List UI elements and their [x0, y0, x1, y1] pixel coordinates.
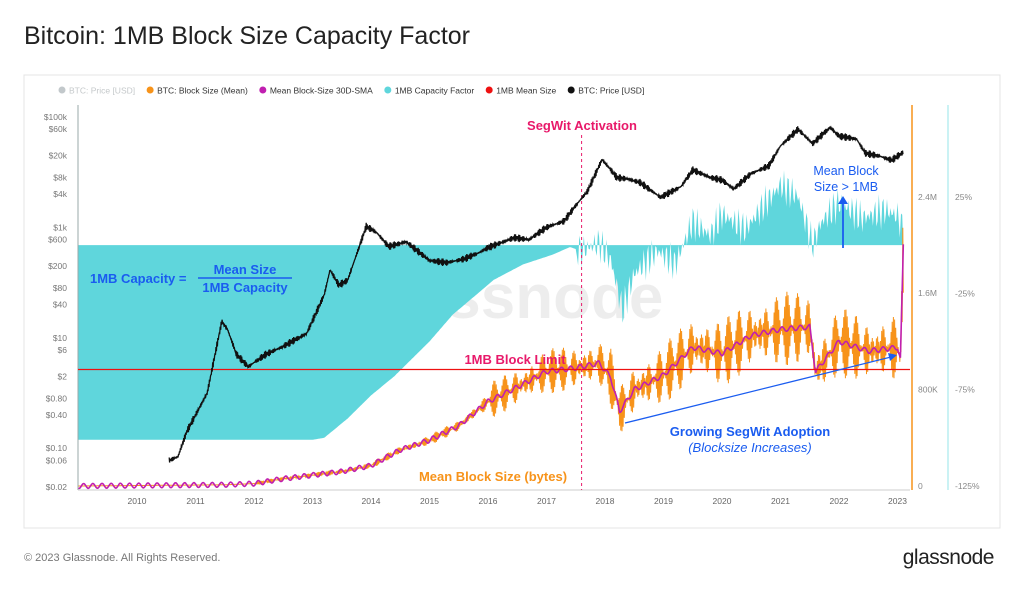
- y-block-size-tick-label: 0: [918, 481, 923, 491]
- gt1mb-label-1: Mean Block: [813, 164, 879, 178]
- y-left-tick-label: $8k: [53, 173, 67, 183]
- formula-numerator: Mean Size: [214, 262, 277, 277]
- legend-item-2: Mean Block-Size 30D-SMA: [270, 86, 373, 96]
- chart-card: [23, 74, 1001, 529]
- y-capacity-tick-label: -75%: [955, 385, 975, 395]
- y-left-tick-label: $6: [58, 345, 68, 355]
- legend-item-3: 1MB Capacity Factor: [395, 86, 475, 96]
- x-tick-label: 2019: [654, 496, 673, 506]
- legend-marker-3: [384, 86, 392, 94]
- x-tick-label: 2017: [537, 496, 556, 506]
- y-block-size-tick-label: 2.4M: [918, 192, 937, 202]
- y-left-tick-label: $0.80: [46, 393, 68, 403]
- legend: BTC: Price [USD] BTC: Block Size (Mean) Me…: [58, 86, 644, 96]
- x-tick-label: 2016: [479, 496, 498, 506]
- x-tick-label: 2022: [830, 496, 849, 506]
- y-left-tick-label: $0.06: [46, 455, 68, 465]
- x-tick-label: 2018: [596, 496, 615, 506]
- capacity-factor-area: [78, 170, 904, 440]
- legend-item-4: 1MB Mean Size: [496, 86, 556, 96]
- x-tick-label: 2011: [186, 496, 205, 506]
- y-capacity-tick-label: -125%: [955, 481, 980, 491]
- x-tick-label: 2012: [245, 496, 264, 506]
- legend-marker-4: [485, 86, 493, 94]
- block-size-sma-line: [78, 244, 905, 490]
- y-left-tick-label: $10: [53, 333, 67, 343]
- y-left-tick-label: $200: [48, 261, 67, 271]
- legend-marker-2: [259, 86, 267, 94]
- y-left-tick-label: $100k: [44, 112, 68, 122]
- y-left-tick-label: $20k: [49, 151, 68, 161]
- annotations: SegWit Activation 1MB Capacity = Mean Si…: [90, 118, 897, 484]
- block-size-mean-line: [78, 227, 904, 487]
- y-left-tick-label: $0.02: [46, 482, 68, 492]
- legend-marker-1: [146, 86, 154, 94]
- limit-label: 1MB Block Limit: [464, 352, 566, 367]
- y-left-tick-label: $1k: [53, 222, 67, 232]
- y-left-tick-label: $0.10: [46, 443, 68, 453]
- gt1mb-arrowhead: [838, 196, 848, 204]
- plot-area: $100k $60k $20k $8k $4k $1k $600 $200 $80 $40 $10 $…: [44, 105, 980, 506]
- page-title: Bitcoin: 1MB Block Size Capacity Factor: [24, 22, 470, 50]
- price-line: [168, 125, 904, 463]
- y-block-size-tick-label: 800K: [918, 385, 938, 395]
- formula-left: 1MB Capacity =: [90, 271, 187, 286]
- x-tick-label: 2010: [128, 496, 147, 506]
- x-tick-label: 2023: [888, 496, 907, 506]
- x-tick-label: 2020: [713, 496, 732, 506]
- gt1mb-label-2: Size > 1MB: [814, 180, 878, 194]
- copyright: © 2023 Glassnode. All Rights Reserved.: [24, 552, 221, 564]
- legend-marker-5: [567, 86, 575, 94]
- y-left-tick-label: $2: [58, 371, 68, 381]
- y-block-size-tick-label: 1.6M: [918, 288, 937, 298]
- y-left-tick-label: $60k: [49, 124, 68, 134]
- y-left-tick-label: $600: [48, 235, 67, 245]
- y-left-tick-label: $40: [53, 300, 67, 310]
- x-tick-label: 2013: [303, 496, 322, 506]
- adoption-label: Growing SegWit Adoption: [670, 424, 830, 439]
- legend-item-1: BTC: Block Size (Mean): [157, 86, 248, 96]
- x-tick-label: 2014: [362, 496, 381, 506]
- legend-item-0: BTC: Price [USD]: [69, 86, 135, 96]
- y-capacity-tick-label: 25%: [955, 192, 972, 202]
- y-left-tick-label: $4k: [53, 189, 67, 199]
- formula-denominator: 1MB Capacity: [202, 280, 288, 295]
- x-tick-label: 2015: [420, 496, 439, 506]
- segwit-label: SegWit Activation: [527, 118, 637, 133]
- adoption-arrowhead: [888, 353, 897, 361]
- y-left-tick-label: $80: [53, 283, 67, 293]
- mean-size-label: Mean Block Size (bytes): [419, 469, 567, 484]
- adoption-arrow: [624, 355, 896, 424]
- legend-marker-0: [58, 86, 66, 94]
- legend-item-5: BTC: Price [USD]: [578, 86, 644, 96]
- x-tick-label: 2021: [771, 496, 790, 506]
- y-left-tick-label: $0.40: [46, 410, 68, 420]
- y-capacity-tick-label: -25%: [955, 288, 975, 298]
- glassnode-logo: glassnode: [902, 546, 995, 569]
- adoption-sublabel: (Blocksize Increases): [688, 440, 812, 455]
